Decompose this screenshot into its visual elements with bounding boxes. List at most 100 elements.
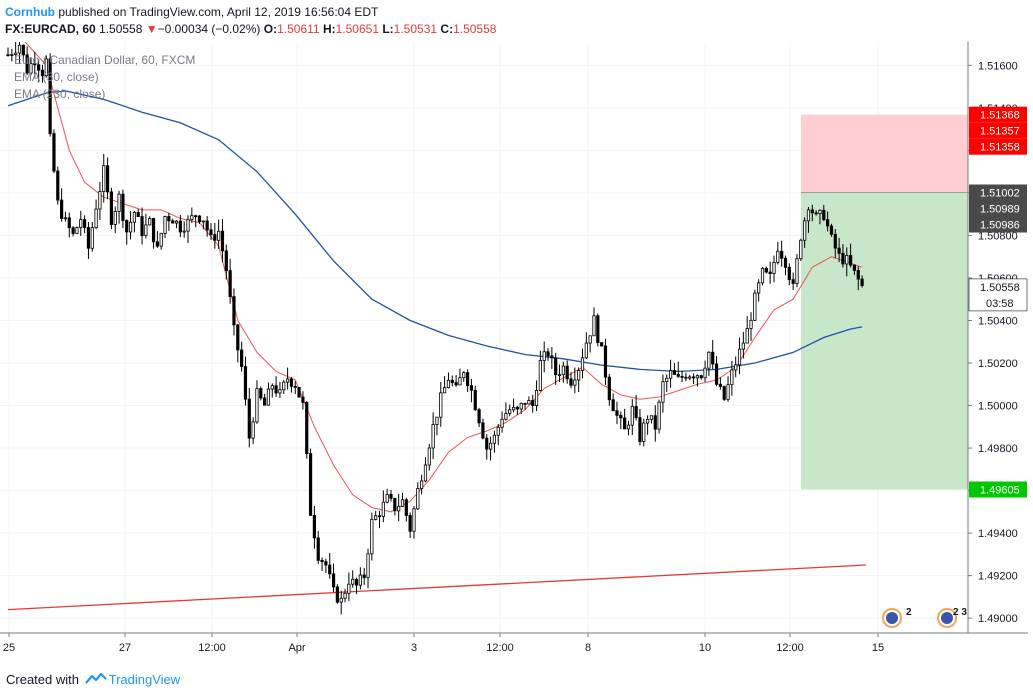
candle-body xyxy=(83,219,87,228)
candle-body xyxy=(841,252,845,265)
candle-body xyxy=(377,515,382,518)
candle-body xyxy=(772,261,776,274)
price-chart[interactable]: Euro / Canadian Dollar, 60, FXCM EMA (30… xyxy=(0,22,1033,665)
candle-body xyxy=(753,292,757,321)
tradingview-logo-icon[interactable] xyxy=(84,672,107,688)
candle-body xyxy=(25,54,29,74)
candle-body xyxy=(557,374,562,377)
candle-body xyxy=(354,578,359,586)
open-label: O: xyxy=(263,22,278,36)
candle-body xyxy=(113,211,117,225)
candle-body xyxy=(385,494,389,503)
candle-body xyxy=(224,250,228,271)
candle-body xyxy=(102,165,106,193)
candle-body xyxy=(197,215,202,223)
candle-body xyxy=(48,58,52,134)
candle-body xyxy=(217,230,221,241)
candle-body xyxy=(228,270,232,298)
economic-events[interactable]: 2 2 3 xyxy=(882,607,967,628)
candle-body xyxy=(584,342,588,359)
candle-body xyxy=(492,434,497,444)
chart-canvas[interactable]: Euro / Canadian Dollar, 60, FXCM EMA (30… xyxy=(0,22,1033,660)
last-price-tag-bg xyxy=(968,278,1028,312)
candle-body xyxy=(565,365,569,380)
candle-body xyxy=(56,170,60,201)
candle-body xyxy=(799,239,803,260)
ema-30-line xyxy=(7,22,863,513)
candle-body xyxy=(534,390,539,406)
published-text: published on TradingView.com, April 12, … xyxy=(58,5,379,19)
stop-price-tag-2-bg xyxy=(969,122,1027,139)
candle-body xyxy=(676,374,680,377)
candle-body xyxy=(695,375,700,379)
candle-body xyxy=(703,367,707,379)
candle-body xyxy=(305,402,309,454)
stop-price-tag-3: 1.51358 xyxy=(980,142,1020,154)
candle-body xyxy=(14,52,18,55)
take-profit-zone[interactable] xyxy=(801,192,968,490)
candle-body xyxy=(672,370,677,375)
candle-body xyxy=(783,257,788,268)
candle-body xyxy=(98,191,102,210)
candle-body xyxy=(159,233,163,247)
stop-price-tag-bg xyxy=(969,106,1027,123)
candle-body xyxy=(496,426,500,436)
trendline[interactable] xyxy=(7,564,866,611)
candle-body xyxy=(680,375,684,378)
candle-body xyxy=(366,553,370,579)
candle-body xyxy=(642,422,646,442)
candle-body xyxy=(661,381,665,403)
candle-body xyxy=(312,514,317,539)
candle-body xyxy=(454,382,458,386)
candle-body xyxy=(852,264,857,271)
tradingview-link[interactable]: TradingView xyxy=(108,672,181,687)
target-price-tag-bg xyxy=(969,481,1027,498)
candle-body xyxy=(588,335,592,344)
candle-body xyxy=(243,366,248,400)
candle-body xyxy=(504,413,508,420)
candle-body xyxy=(320,559,324,563)
y-tick-label: 1.49200 xyxy=(978,571,1018,583)
candle-body xyxy=(201,220,205,223)
candle-body xyxy=(634,406,638,419)
candle-body xyxy=(473,389,477,411)
legend-ema-fast: EMA (30, close) xyxy=(14,70,99,84)
y-tick-label: 1.50800 xyxy=(978,230,1018,242)
candle-body xyxy=(554,357,558,376)
y-tick-label: 1.49400 xyxy=(978,528,1018,540)
candle-body xyxy=(768,271,772,274)
event-flag-icon[interactable]: 2 3 xyxy=(937,607,967,628)
candle-body xyxy=(67,217,71,229)
candle-body xyxy=(17,44,22,54)
candle-body xyxy=(79,219,83,228)
candle-body xyxy=(607,376,611,401)
candle-body xyxy=(523,402,527,405)
candle-body xyxy=(803,220,807,241)
stop-loss-zone[interactable] xyxy=(801,114,968,193)
candle-body xyxy=(10,54,14,56)
candle-body xyxy=(469,385,474,391)
candle-body xyxy=(186,219,190,232)
candle-body xyxy=(205,220,209,231)
author-name[interactable]: Cornhub xyxy=(5,5,55,19)
y-tick-label: 1.50000 xyxy=(978,401,1018,413)
x-tick-label: 10 xyxy=(699,642,711,654)
candle-body xyxy=(362,574,366,579)
event-flag-icon[interactable]: 2 xyxy=(882,607,912,628)
candle-body xyxy=(856,270,860,280)
candle-body xyxy=(60,199,64,219)
candle-body xyxy=(427,447,431,466)
candle-body xyxy=(596,315,600,343)
candle-body xyxy=(615,410,619,416)
candle-body xyxy=(665,377,669,383)
candle-body xyxy=(439,392,443,418)
candle-body xyxy=(236,324,240,351)
time-axis[interactable]: 25 27 12:00 Apr 3 12:00 8 10 12:00 15 xyxy=(3,633,884,654)
candle-body xyxy=(128,221,133,233)
candle-body xyxy=(44,58,48,77)
candle-body xyxy=(247,398,251,439)
candle-body xyxy=(209,229,213,235)
candle-body xyxy=(213,234,217,241)
candle-body xyxy=(837,247,841,254)
y-tick-label: 1.50200 xyxy=(978,358,1018,370)
